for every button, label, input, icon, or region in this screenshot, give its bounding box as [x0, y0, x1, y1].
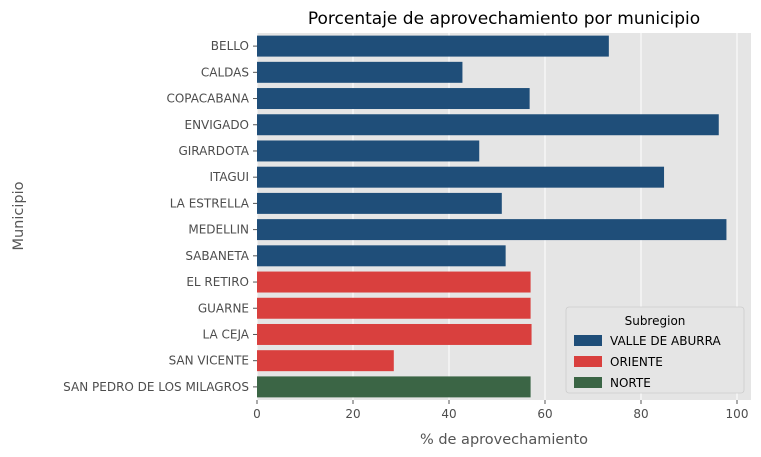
bar — [257, 61, 463, 83]
legend-label: NORTE — [610, 376, 651, 390]
y-tick-labels: BELLO CALDAS COPACABANA ENVIGADO GIRARDOTA IT… — [63, 39, 257, 394]
legend-title: Subregion — [625, 314, 686, 328]
bar — [257, 219, 727, 241]
bar — [257, 245, 506, 267]
chart-title: Porcentaje de aprovechamiento por munici… — [308, 9, 700, 29]
y-tick-label: GIRARDOTA — [178, 144, 249, 158]
bar — [257, 297, 531, 319]
x-axis-title: % de aprovechamiento — [420, 432, 588, 448]
legend-swatch — [574, 356, 602, 367]
x-tick-label: 20 — [345, 407, 360, 421]
legend-entries: VALLE DE ABURRA ORIENTE NORTE — [574, 334, 721, 390]
bar — [257, 192, 502, 214]
y-tick-label: CALDAS — [201, 65, 249, 79]
y-tick-label: EL RETIRO — [186, 275, 249, 289]
bar — [257, 323, 532, 345]
bar — [257, 166, 665, 188]
x-tick-label: 40 — [441, 407, 456, 421]
y-tick-label: ENVIGADO — [185, 118, 250, 132]
y-tick-label: MEDELLIN — [188, 223, 249, 237]
y-axis-title: Municipio — [11, 181, 27, 250]
legend-label: ORIENTE — [610, 355, 663, 369]
y-tick-label: BELLO — [211, 39, 249, 53]
bar — [257, 350, 394, 372]
legend-swatch — [574, 377, 602, 388]
bar — [257, 88, 530, 110]
x-tick-label: 0 — [253, 407, 261, 421]
x-tick-label: 60 — [537, 407, 552, 421]
legend-box — [565, 306, 745, 394]
bar — [257, 271, 531, 293]
x-tick-label: 100 — [726, 407, 749, 421]
legend-label: VALLE DE ABURRA — [610, 334, 721, 348]
bar — [257, 114, 719, 136]
bar — [257, 376, 531, 398]
bar — [257, 35, 609, 57]
y-tick-label: LA CEJA — [203, 327, 250, 341]
y-tick-label: SAN VICENTE — [169, 354, 249, 368]
bar — [257, 140, 480, 162]
y-tick-label: GUARNE — [198, 301, 249, 315]
x-tick-labels: 0 20 40 60 80 100 — [253, 400, 748, 421]
y-tick-label: SAN PEDRO DE LOS MILAGROS — [63, 380, 249, 394]
legend-swatch — [574, 335, 602, 346]
bars-group — [257, 35, 727, 398]
x-tick-label: 80 — [633, 407, 648, 421]
y-tick-label: SABANETA — [185, 249, 249, 263]
legend: Subregion VALLE DE ABURRA ORIENTE NORTE — [565, 306, 745, 394]
y-tick-label: LA ESTRELLA — [170, 196, 250, 210]
y-tick-label: ITAGUI — [209, 170, 249, 184]
y-tick-label: COPACABANA — [166, 92, 249, 106]
